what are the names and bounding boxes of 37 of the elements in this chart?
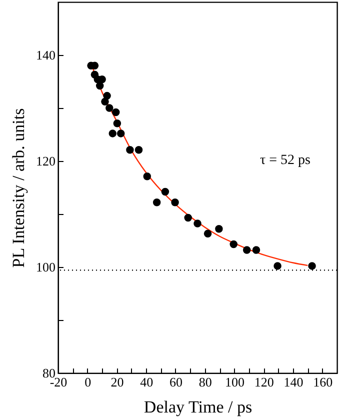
x-tick-label: 0 <box>84 374 92 390</box>
point <box>106 104 114 112</box>
point <box>134 146 143 154</box>
y-axis-title: PL Intensity / arb. units <box>9 108 28 268</box>
x-axis-title: Delay Time / ps <box>144 398 252 416</box>
point <box>96 82 104 90</box>
point <box>274 262 282 270</box>
point <box>215 224 223 233</box>
point <box>126 146 134 154</box>
point <box>116 130 125 138</box>
x-tick-label: 140 <box>284 374 304 390</box>
point <box>204 230 212 238</box>
x-tick-label: 40 <box>140 374 154 390</box>
annotation: τ = 52 ps <box>260 153 310 168</box>
x-tick-label: 20 <box>110 374 124 390</box>
x-tick-label: 80 <box>198 374 212 390</box>
point <box>143 172 152 180</box>
point <box>171 198 179 206</box>
point <box>113 120 122 128</box>
x-tick-label: 60 <box>169 374 182 390</box>
point <box>108 130 116 138</box>
point <box>242 246 251 254</box>
point <box>184 214 192 222</box>
x-tick-label: 100 <box>224 374 244 390</box>
point <box>308 262 316 270</box>
point <box>152 198 161 206</box>
y-tick-label: 100 <box>36 260 56 274</box>
x-tick-label: 160 <box>313 374 333 390</box>
x-tick-label: 120 <box>254 374 274 390</box>
point <box>252 246 260 254</box>
point <box>194 220 202 228</box>
point <box>230 240 238 248</box>
y-tick-label: 140 <box>36 48 56 62</box>
point <box>103 92 111 100</box>
point <box>161 188 170 196</box>
point <box>112 108 120 116</box>
y-tick-label: 120 <box>36 154 56 168</box>
